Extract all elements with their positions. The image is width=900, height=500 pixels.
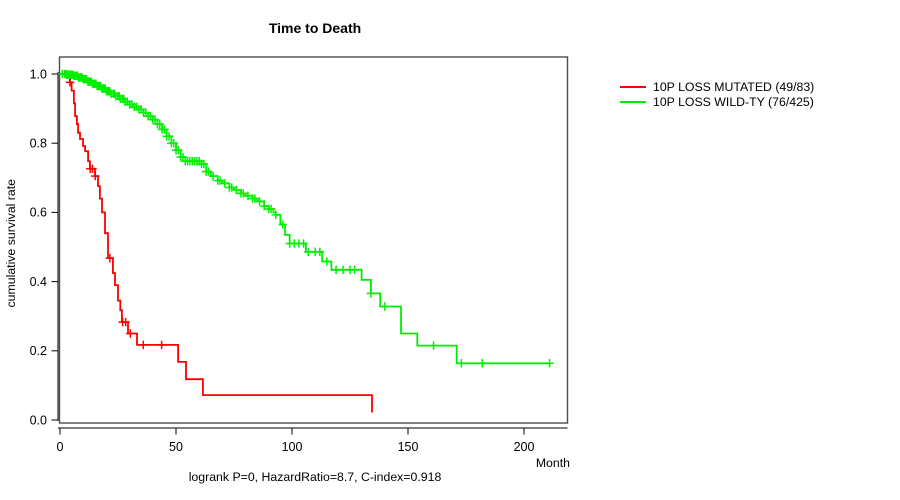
svg-text:0.8: 0.8 xyxy=(30,137,47,151)
x-axis-label: Month xyxy=(535,456,570,470)
svg-text:0.0: 0.0 xyxy=(30,413,47,427)
legend-item-wildtype: 10P LOSS WILD-TY (76/425) xyxy=(620,94,814,109)
svg-text:100: 100 xyxy=(282,440,303,454)
legend-line-wildtype-swatch xyxy=(620,100,646,103)
svg-text:0: 0 xyxy=(57,440,64,454)
svg-text:50: 50 xyxy=(169,440,183,454)
legend-line-mutated-swatch xyxy=(620,85,646,88)
svg-text:0.4: 0.4 xyxy=(30,275,47,289)
plot-title: Time to Death xyxy=(268,20,362,36)
legend-label-wildtype: 10P LOSS WILD-TY (76/425) xyxy=(653,94,814,109)
legend: 10P LOSS MUTATED (49/83) 10P LOSS WILD-T… xyxy=(620,79,814,109)
svg-text:1.0: 1.0 xyxy=(30,67,47,81)
svg-text:200: 200 xyxy=(514,440,535,454)
legend-item-mutated: 10P LOSS MUTATED (49/83) xyxy=(620,79,814,94)
statistics-note: logrank P=0, HazardRatio=8.7, C-index=0.… xyxy=(188,470,442,484)
svg-text:0.6: 0.6 xyxy=(30,206,47,220)
svg-text:150: 150 xyxy=(398,440,419,454)
svg-text:0.2: 0.2 xyxy=(30,344,47,358)
legend-label-mutated: 10P LOSS MUTATED (49/83) xyxy=(653,79,815,94)
